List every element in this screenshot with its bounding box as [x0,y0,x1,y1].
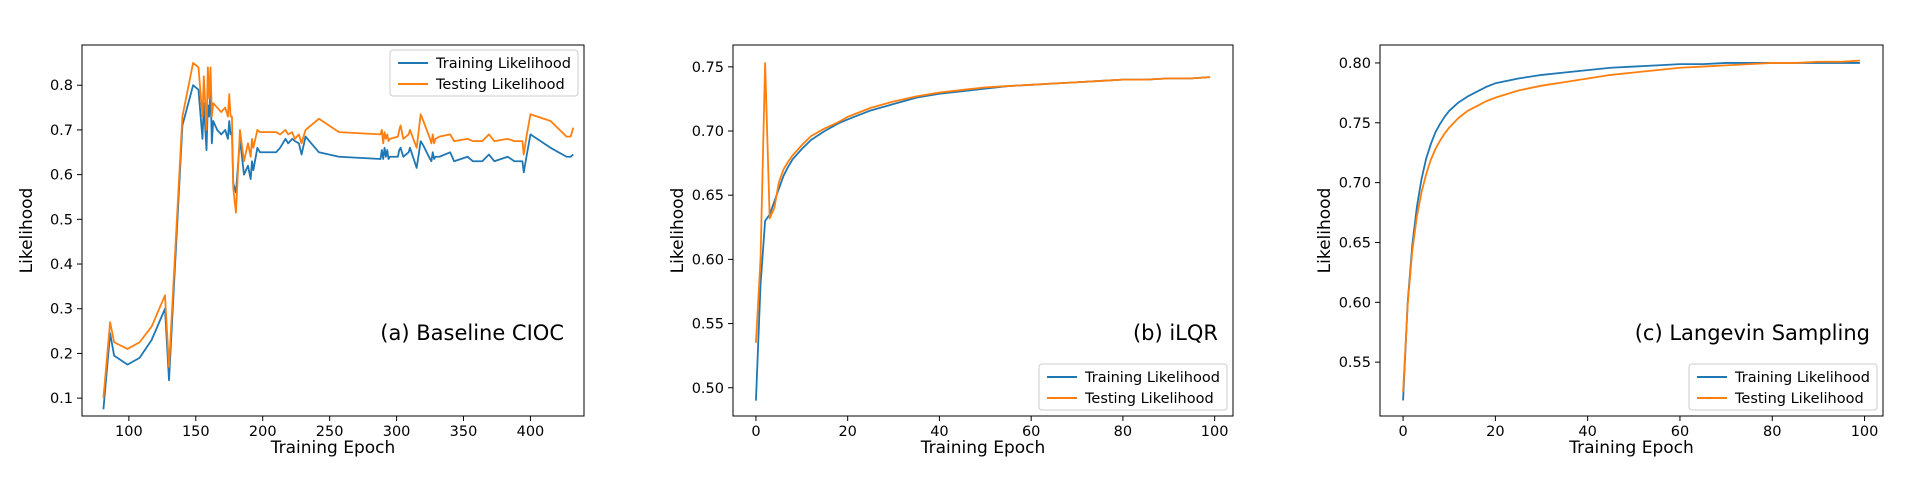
y-tick-label: 0.4 [50,257,73,273]
legend-label: Training Likelihood [435,56,571,72]
x-tick-label: 100 [115,424,143,440]
x-tick-label: 100 [1851,424,1879,440]
x-tick-label: 350 [450,424,478,440]
x-tick-label: 150 [182,424,210,440]
y-tick-label: 0.7 [50,123,73,139]
y-tick-label: 0.65 [1339,235,1371,251]
y-tick-label: 0.75 [1339,116,1371,132]
legend-label: Testing Likelihood [1084,391,1214,407]
axes-frame [1379,44,1884,417]
legend-label: Training Likelihood [1734,370,1870,386]
y-tick-label: 0.3 [50,302,73,318]
x-tick-label: 60 [1671,424,1689,440]
legend-box [1688,363,1878,411]
series-line-training [1402,62,1860,401]
y-axis-label: Likelihood [17,188,37,274]
y-tick-label: 0.1 [50,391,73,407]
y-tick-label: 0.55 [1339,355,1371,371]
y-tick-label: 0.80 [1339,56,1371,72]
y-tick-label: 0.75 [692,60,724,76]
axes-frame [81,44,585,417]
y-tick-label: 0.55 [692,317,724,333]
series-line-testing [1402,59,1860,393]
legend: Training Likelihood Testing Likelihood [1038,363,1228,411]
x-tick-label: 200 [249,424,277,440]
y-axis-label: Likelihood [668,188,688,274]
legend-label: Training Likelihood [1084,370,1220,386]
y-tick-label: 0.6 [50,168,73,184]
panel-title: (b) iLQR [1133,321,1218,345]
y-tick-label: 0.65 [692,188,724,204]
y-tick-label: 0.8 [50,78,73,94]
chart-panel-3: 0 20 40 60 80 100 0.55 0.60 0.65 0.70 0.75 0.80 Trai… [1315,44,1884,458]
y-axis-label: Likelihood [1315,188,1335,274]
x-tick-label: 400 [517,424,545,440]
x-tick-label: 60 [1022,424,1040,440]
chart-panel-2: 0 20 40 60 80 100 0.50 0.55 0.60 0.65 0.70 0.75 Trai… [668,44,1234,458]
x-tick-label: 40 [1578,424,1596,440]
y-tick-label: 0.2 [50,346,73,362]
panel-title: (c) Langevin Sampling [1635,321,1870,345]
series-line-training [102,84,574,410]
y-tick-label: 0.70 [692,124,724,140]
chart-panel-1: 100 150 200 250 300 350 400 0.1 0.2 0.3 0.4 0.5 0.6 0… [17,44,585,458]
axes-frame [732,44,1234,417]
legend-box [389,49,579,97]
series-line-testing [102,61,575,399]
x-tick-label: 100 [1201,424,1229,440]
x-axis-label: Training Epoch [1568,438,1694,458]
y-tick-label: 0.5 [50,212,73,228]
x-tick-label: 300 [383,424,411,440]
legend-label: Testing Likelihood [1734,391,1864,407]
legend-box [1038,363,1228,411]
series-line-testing [755,62,1211,343]
x-tick-label: 80 [1763,424,1781,440]
legend: Training Likelihood Testing Likelihood [1688,363,1878,411]
y-tick-label: 0.70 [1339,176,1371,192]
x-tick-label: 80 [1114,424,1132,440]
x-axis-label: Training Epoch [920,438,1046,458]
x-tick-label: 20 [838,424,856,440]
y-tick-label: 0.60 [692,252,724,268]
x-tick-label: 0 [751,424,760,440]
x-tick-label: 40 [930,424,948,440]
y-tick-label: 0.60 [1339,295,1371,311]
x-tick-label: 20 [1486,424,1504,440]
y-tick-label: 0.50 [692,381,724,397]
x-tick-label: 250 [316,424,344,440]
x-tick-label: 0 [1398,424,1407,440]
legend-label: Testing Likelihood [435,77,565,93]
legend: Training Likelihood Testing Likelihood [389,49,579,97]
x-axis-label: Training Epoch [270,438,396,458]
series-line-training [755,76,1211,401]
panel-title: (a) Baseline CIOC [380,321,564,345]
